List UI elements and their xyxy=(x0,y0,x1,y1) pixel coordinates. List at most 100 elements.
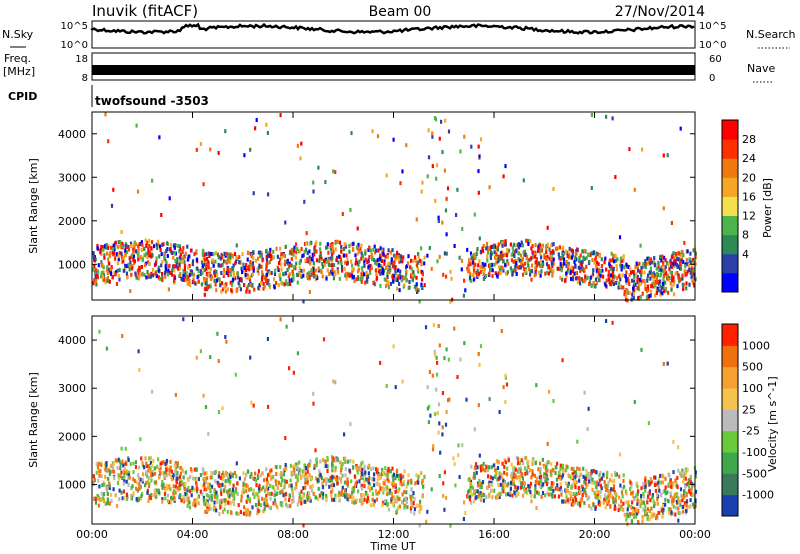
echo-cell xyxy=(680,493,683,498)
echo-cell xyxy=(321,485,325,490)
echo-cell xyxy=(522,493,525,498)
echo-cell xyxy=(120,260,123,265)
echo-cell xyxy=(619,483,622,488)
echo-cell xyxy=(132,250,135,255)
echo-cell xyxy=(275,246,278,251)
echo-cell xyxy=(398,259,401,264)
colorbar-tick-label: -100 xyxy=(742,446,767,459)
echo-cell xyxy=(446,398,450,403)
echo-cell xyxy=(106,251,109,256)
echo-cell xyxy=(656,492,659,497)
echo-cell xyxy=(244,272,247,277)
colorbar-segment xyxy=(722,452,738,474)
echo-cell xyxy=(260,264,263,269)
echo-cell xyxy=(415,282,418,287)
echo-cell xyxy=(180,276,183,281)
echo-cell xyxy=(253,477,256,481)
echo-cell xyxy=(441,220,444,225)
echo-cell xyxy=(180,260,183,265)
echo-cell xyxy=(321,457,325,462)
echo-cell xyxy=(216,252,219,257)
echo-cell xyxy=(95,462,98,466)
echo-cell xyxy=(658,281,661,286)
echo-cell xyxy=(653,282,656,286)
echo-cell xyxy=(438,254,441,259)
echo-cell xyxy=(194,503,197,508)
echo-cell xyxy=(203,257,206,262)
echo-cell xyxy=(662,503,665,508)
echo-cell xyxy=(210,484,214,489)
echo-cell xyxy=(359,247,362,251)
echo-cell xyxy=(533,473,537,478)
echo-cell xyxy=(293,265,296,269)
echo-cell xyxy=(222,267,226,272)
echo-cell xyxy=(479,265,482,270)
echo-cell xyxy=(283,262,286,267)
echo-cell xyxy=(114,493,117,498)
echo-cell xyxy=(308,290,311,294)
echo-cell xyxy=(396,274,399,279)
echo-cell xyxy=(669,270,672,275)
echo-cell xyxy=(605,319,608,323)
echo-cell xyxy=(568,251,571,256)
echo-cell xyxy=(572,266,575,271)
echo-cell xyxy=(562,471,565,476)
echo-cell xyxy=(610,266,613,271)
echo-cell xyxy=(160,263,163,268)
echo-cell xyxy=(172,243,175,248)
echo-cell xyxy=(514,249,518,254)
echo-cell xyxy=(120,470,123,475)
echo-cell xyxy=(623,264,626,269)
echo-cell xyxy=(489,475,492,480)
echo-cell xyxy=(514,268,517,273)
echo-cell xyxy=(600,264,603,268)
echo-cell xyxy=(599,470,602,475)
echo-cell xyxy=(137,244,140,249)
echo-cell xyxy=(117,476,120,481)
echo-cell xyxy=(687,264,690,268)
echo-cell xyxy=(597,490,600,495)
echo-cell xyxy=(497,482,500,487)
echo-cell xyxy=(503,252,506,257)
echo-cell xyxy=(545,462,548,467)
echo-cell xyxy=(662,260,665,265)
echo-cell xyxy=(394,483,397,488)
echo-cell xyxy=(227,258,230,263)
echo-cell xyxy=(401,259,404,264)
echo-cell xyxy=(525,456,528,461)
echo-cell xyxy=(392,344,395,349)
echo-cell xyxy=(106,497,109,502)
echo-cell xyxy=(243,266,246,270)
echo-cell xyxy=(195,467,198,472)
echo-cell xyxy=(119,474,122,479)
echo-cell xyxy=(583,390,586,395)
echo-cell xyxy=(441,150,444,155)
time-x-axis: 00:00 04:00 08:00 12:00 16:00 20:00 00:00 xyxy=(76,112,711,541)
echo-cell xyxy=(355,480,358,485)
echo-cell xyxy=(474,262,477,267)
echo-cell xyxy=(365,499,369,504)
echo-cell xyxy=(529,490,532,495)
echo-cell xyxy=(180,498,183,503)
echo-cell xyxy=(571,277,575,282)
echo-cell xyxy=(470,256,473,261)
echo-cell xyxy=(360,272,363,277)
echo-cell xyxy=(268,260,271,265)
echo-cell xyxy=(306,276,309,281)
echo-cell xyxy=(394,271,397,276)
echo-cell xyxy=(521,257,524,262)
echo-cell xyxy=(653,504,656,509)
colorbar-segment xyxy=(722,234,738,255)
echo-cell xyxy=(373,472,376,477)
echo-cell xyxy=(560,492,563,497)
echo-cell xyxy=(515,261,518,266)
echo-cell xyxy=(363,484,366,489)
echo-cell xyxy=(640,265,643,270)
echo-cell xyxy=(246,250,249,255)
echo-cell xyxy=(174,243,177,247)
echo-cell xyxy=(232,263,235,268)
echo-cell xyxy=(392,279,395,284)
echo-cell xyxy=(321,481,324,486)
echo-cell xyxy=(116,261,120,266)
echo-cell xyxy=(121,459,124,464)
